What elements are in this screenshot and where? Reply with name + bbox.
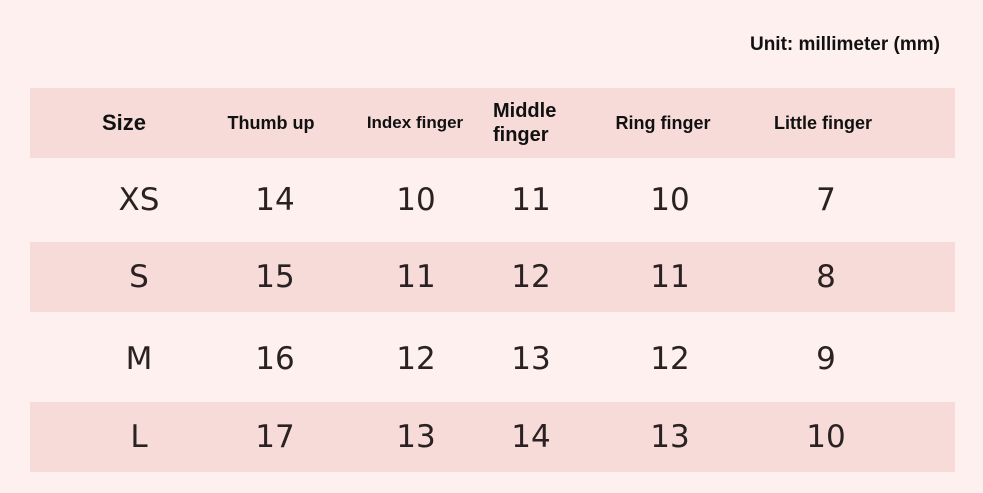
- table-row: S 15 11 12 11 8: [30, 242, 955, 312]
- measurement-cell: 12: [396, 341, 436, 377]
- header-little: Little finger: [774, 113, 872, 133]
- measurement-cell: 7: [816, 182, 836, 218]
- measurement-cell: 11: [396, 259, 436, 295]
- size-cell: S: [129, 259, 149, 295]
- header-ring: Ring finger: [615, 113, 711, 133]
- measurement-cell: 14: [255, 182, 295, 218]
- measurement-cell: 13: [650, 419, 690, 455]
- size-cell: M: [125, 341, 153, 377]
- table-header: Size Thumb up Index finger Middle finger…: [30, 88, 955, 158]
- measurement-cell: 15: [255, 259, 295, 295]
- size-cell: XS: [118, 182, 160, 218]
- measurement-cell: 12: [511, 259, 551, 295]
- measurement-cell: 13: [511, 341, 551, 377]
- measurement-cell: 14: [511, 419, 551, 455]
- measurement-cell: 12: [650, 341, 690, 377]
- measurement-cell: 10: [650, 182, 690, 218]
- table-row: M 16 12 13 12 9: [30, 318, 955, 400]
- measurement-cell: 13: [396, 419, 436, 455]
- header-middle: Middle finger: [493, 100, 557, 146]
- measurement-cell: 8: [816, 259, 836, 295]
- table-row: L 17 13 14 13 10: [30, 402, 955, 472]
- unit-label: Unit: millimeter (mm): [749, 34, 940, 55]
- measurement-cell: 9: [816, 341, 836, 377]
- measurement-cell: 10: [806, 419, 846, 455]
- header-index: Index finger: [366, 113, 464, 132]
- size-cell: L: [130, 419, 148, 455]
- table-row: XS 14 10 11 10 7: [30, 160, 955, 240]
- measurement-cell: 11: [511, 182, 551, 218]
- measurement-cell: 16: [255, 341, 295, 377]
- measurement-cell: 11: [650, 259, 690, 295]
- header-thumb: Thumb up: [227, 113, 315, 133]
- measurement-cell: 17: [255, 419, 295, 455]
- header-size: Size: [101, 110, 147, 135]
- measurement-cell: 10: [396, 182, 436, 218]
